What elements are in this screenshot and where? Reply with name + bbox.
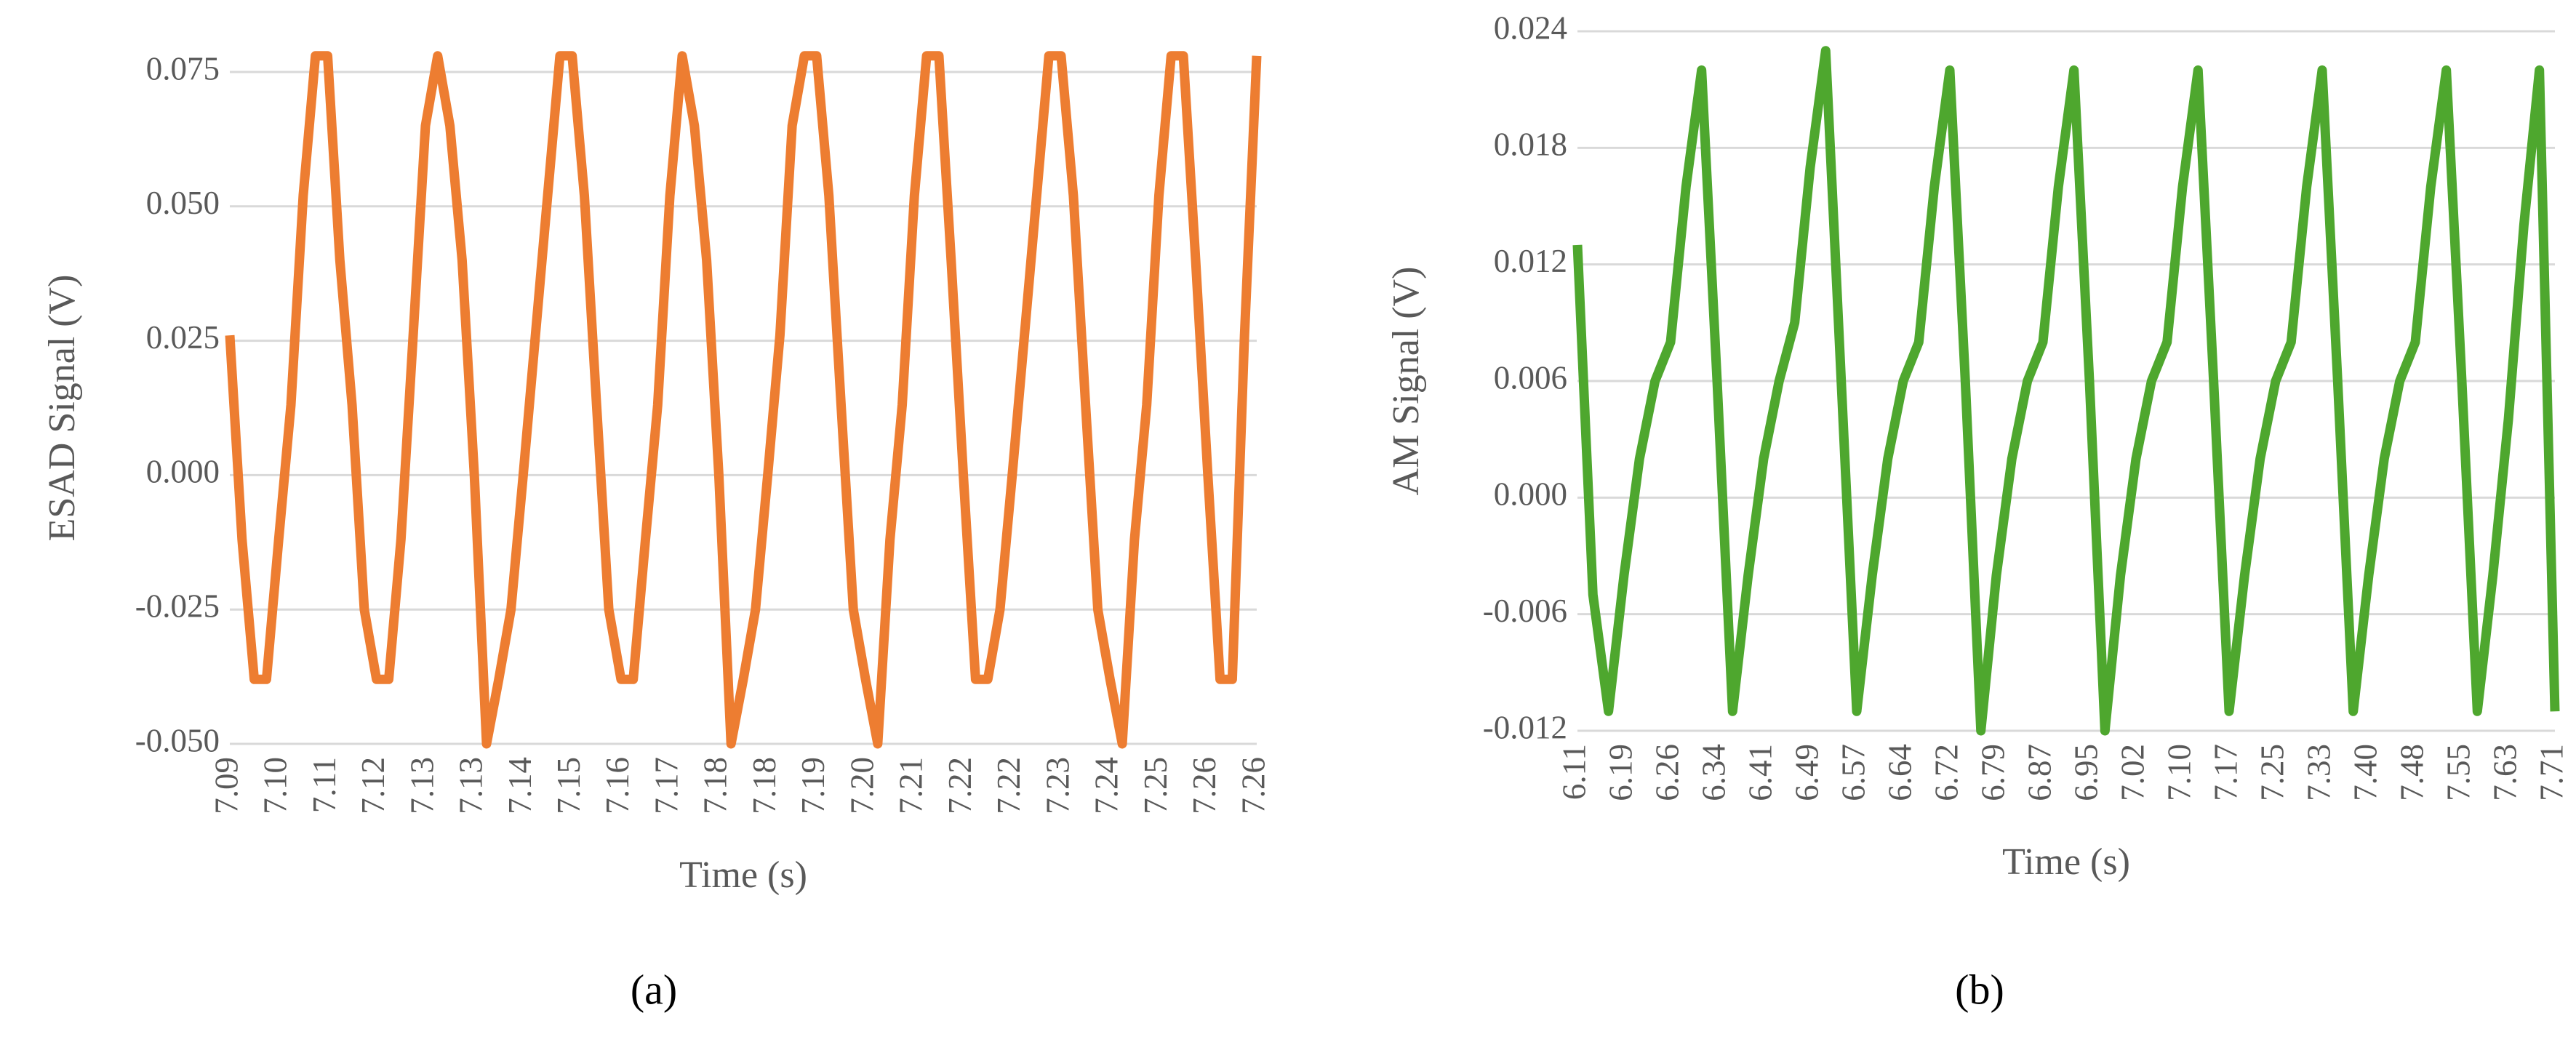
y-tick-label: 0.025 <box>146 319 220 356</box>
x-tick-label: 7.55 <box>2440 744 2476 801</box>
x-tick-label: 7.13 <box>453 757 489 814</box>
x-tick-label: 6.11 <box>1556 744 1592 800</box>
y-axis-title: AM Signal (V) <box>1385 267 1427 496</box>
y-tick-label: -0.012 <box>1483 709 1567 745</box>
x-tick-label: 7.15 <box>551 757 587 814</box>
x-tick-label: 6.72 <box>1928 744 1964 801</box>
x-tick-label: 7.71 <box>2533 744 2569 801</box>
caption: (b) <box>1955 966 2004 1013</box>
caption: (a) <box>631 966 677 1013</box>
x-tick-label: 6.79 <box>1975 744 2011 801</box>
y-tick-label: -0.025 <box>135 588 220 625</box>
y-tick-label: 0.000 <box>146 454 220 490</box>
y-tick-label: 0.000 <box>1494 476 1567 513</box>
x-tick-label: 7.63 <box>2487 744 2523 801</box>
x-tick-label: 7.23 <box>1039 757 1076 814</box>
x-tick-label: 7.26 <box>1235 757 1271 814</box>
x-tick-label: 6.26 <box>1649 744 1685 801</box>
x-tick-label: 7.40 <box>2347 744 2383 801</box>
x-tick-label: 7.17 <box>2207 744 2244 801</box>
x-tick-label: 6.64 <box>1881 744 1918 801</box>
x-tick-label: 7.17 <box>648 757 684 814</box>
x-tick-label: 7.10 <box>257 757 294 814</box>
x-axis-title: Time (s) <box>2002 841 2130 883</box>
x-tick-label: 6.57 <box>1835 744 1871 801</box>
y-tick-label: 0.018 <box>1494 127 1567 163</box>
y-tick-label: 0.012 <box>1494 243 1567 279</box>
x-tick-label: 7.25 <box>1137 757 1174 814</box>
x-tick-label: 7.20 <box>844 757 880 814</box>
x-tick-label: 7.33 <box>2300 744 2337 801</box>
x-tick-label: 7.22 <box>942 757 978 814</box>
x-tick-label: 7.22 <box>991 757 1027 814</box>
y-tick-label: -0.050 <box>135 722 220 758</box>
x-tick-label: 6.19 <box>1602 744 1639 801</box>
x-tick-label: 6.87 <box>2021 744 2057 801</box>
x-tick-label: 7.09 <box>208 757 244 814</box>
x-tick-label: 7.21 <box>893 757 929 814</box>
x-axis-title: Time (s) <box>679 854 807 896</box>
x-tick-label: 6.95 <box>2068 744 2104 801</box>
x-tick-label: 7.14 <box>502 757 538 814</box>
data-line <box>225 51 1262 749</box>
x-tick-label: 7.18 <box>746 757 783 814</box>
x-tick-label: 7.11 <box>306 757 343 813</box>
y-tick-label: 0.050 <box>146 185 220 221</box>
x-tick-label: 6.49 <box>1788 744 1825 801</box>
x-tick-label: 7.48 <box>2393 744 2430 801</box>
data-line <box>1572 46 2560 736</box>
x-tick-label: 7.10 <box>2161 744 2197 801</box>
x-tick-label: 7.18 <box>697 757 734 814</box>
x-tick-label: 6.34 <box>1695 744 1732 801</box>
x-tick-label: 7.26 <box>1186 757 1223 814</box>
x-tick-label: 7.25 <box>2254 744 2290 801</box>
x-tick-label: 6.41 <box>1742 744 1778 801</box>
x-tick-label: 7.12 <box>355 757 391 814</box>
x-tick-label: 7.19 <box>795 757 831 814</box>
x-tick-label: 7.16 <box>599 757 636 814</box>
y-tick-label: -0.006 <box>1483 593 1567 629</box>
x-tick-label: 7.24 <box>1089 757 1125 814</box>
y-axis-title: ESAD Signal (V) <box>41 275 83 542</box>
y-tick-label: 0.075 <box>146 50 220 87</box>
y-tick-label: 0.006 <box>1494 359 1567 396</box>
y-tick-label: 0.024 <box>1494 9 1567 46</box>
x-tick-label: 7.13 <box>404 757 440 814</box>
x-tick-label: 7.02 <box>2114 744 2151 801</box>
